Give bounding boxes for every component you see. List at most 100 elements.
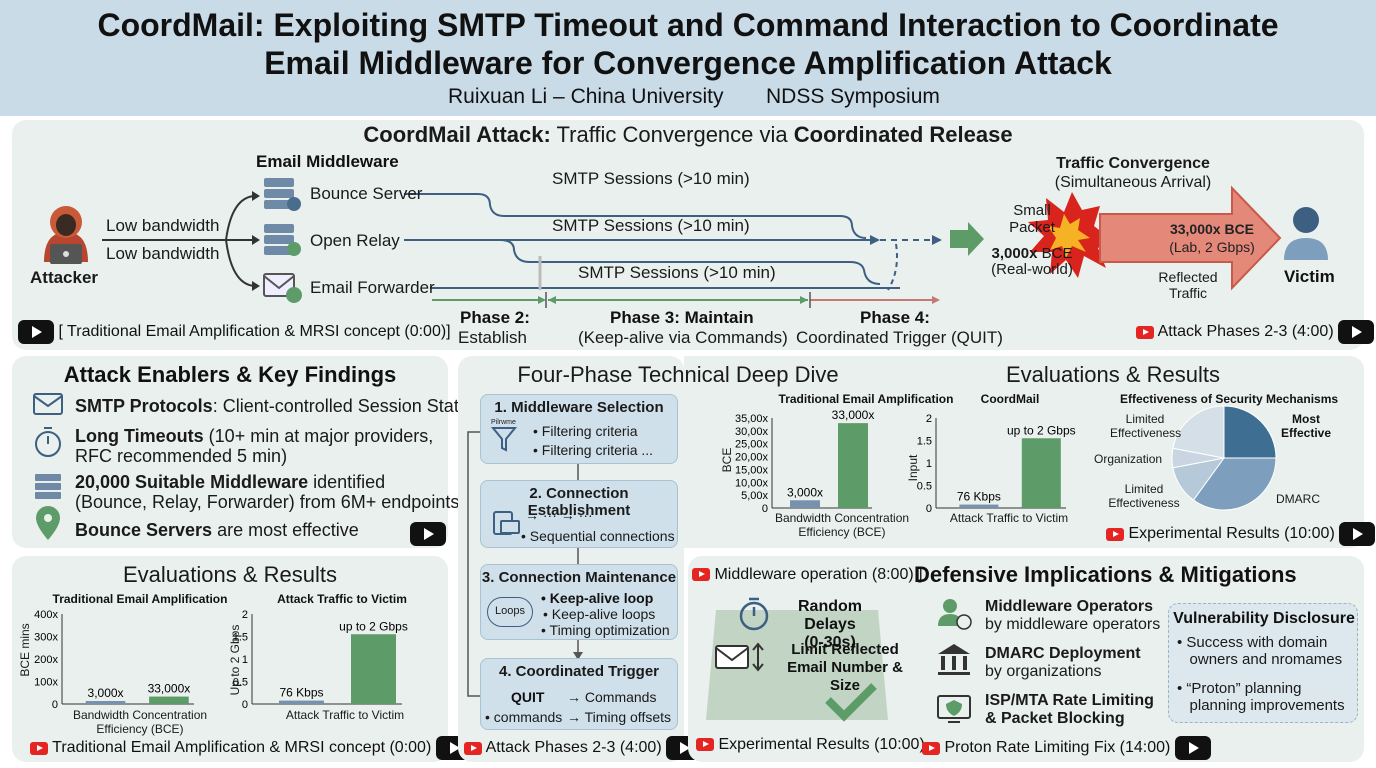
session-label-2: SMTP Sessions (>10 min) bbox=[552, 216, 750, 235]
stopwatch-icon bbox=[739, 597, 769, 631]
eval-left-chart1-title: Traditional Email Amplification bbox=[52, 592, 228, 606]
defense-video-link-results[interactable]: Experimental Results (10:00) bbox=[696, 736, 925, 754]
low-bandwidth-label-1: Low bandwidth bbox=[106, 216, 220, 235]
deepdive-title: Four-Phase Technical Deep Dive bbox=[517, 362, 839, 387]
enablers-video-button[interactable] bbox=[410, 522, 446, 546]
y-tick-label: 200x bbox=[34, 654, 58, 666]
pie-label-dmarc: DMARC bbox=[1276, 492, 1320, 506]
phase4-sub: Coordinated Trigger (QUIT) bbox=[796, 328, 1003, 347]
bar bbox=[149, 696, 189, 704]
pie-label-organization: Organization bbox=[1094, 452, 1163, 466]
data-label: 33,000x bbox=[148, 682, 191, 696]
y-tick-label: 2 bbox=[242, 609, 248, 621]
bce-lab-label: 33,000x BCE (Lab, 2 Gbps) bbox=[1169, 221, 1255, 255]
y-tick-label: 300x bbox=[34, 632, 58, 644]
youtube-icon bbox=[1339, 522, 1376, 546]
eval-right-video-link[interactable]: Experimental Results (10:00) bbox=[1106, 522, 1376, 546]
bank-icon bbox=[938, 644, 970, 675]
video-link-phases[interactable]: Attack Phases 2-3 (4:00) bbox=[1136, 320, 1375, 344]
bce-real-world: 3,000x BCE (Real-world) bbox=[991, 245, 1073, 278]
deepdive-video-link[interactable]: Attack Phases 2-3 (4:00) bbox=[464, 736, 703, 760]
bar bbox=[279, 700, 324, 704]
document-icon bbox=[493, 511, 520, 535]
mitigation-rate-limit: ISP/MTA Rate Limiting & Packet Blocking bbox=[985, 692, 1154, 727]
y-tick-label: 0 bbox=[926, 503, 932, 515]
data-label: up to 2 Gbps bbox=[1007, 423, 1076, 437]
low-bandwidth-label-2: Low bandwidth bbox=[106, 244, 220, 263]
venue: NDSS Symposium bbox=[766, 85, 940, 108]
y-tick-label: 30,00x bbox=[735, 426, 769, 438]
envelope-icon bbox=[33, 393, 63, 415]
filter-icon: Pilrwme bbox=[491, 419, 517, 452]
reflected-label: Reflected Traffic bbox=[1158, 269, 1218, 301]
defense-video-link-top[interactable]: Middleware operation (8:00) ] bbox=[692, 566, 923, 584]
youtube-icon bbox=[922, 741, 940, 755]
defense-video-link-proton[interactable]: Proton Rate Limiting Fix (14:00) bbox=[922, 736, 1211, 760]
eval-left-chart2-xlabel: Attack Traffic to Victim bbox=[285, 708, 405, 722]
youtube-icon bbox=[18, 320, 54, 344]
youtube-icon bbox=[696, 738, 714, 752]
y-tick-label: 0.5 bbox=[917, 481, 932, 493]
phase2-label: Phase 2: bbox=[460, 308, 530, 327]
y-tick-label: 20,00x bbox=[735, 452, 769, 464]
pie-label-most-effective: Most Effective bbox=[1280, 412, 1332, 440]
enablers-title: Attack Enablers & Key Findings bbox=[63, 362, 397, 387]
open-relay-icon bbox=[264, 224, 301, 256]
bar bbox=[1021, 438, 1061, 508]
convergence-label: Traffic Convergence (Simultaneous Arrival… bbox=[1054, 155, 1212, 191]
bar bbox=[838, 423, 868, 508]
small-packet-label: Small Packet bbox=[1009, 202, 1055, 236]
y-tick-label: 0 bbox=[52, 699, 58, 711]
data-label: 3,000x bbox=[787, 485, 823, 499]
y-tick-label: 25,00x bbox=[735, 439, 769, 451]
small-packet-arrow bbox=[950, 222, 984, 256]
email-forwarder-icon bbox=[263, 273, 302, 303]
mitigation-operators: Middleware Operators by middleware operat… bbox=[985, 598, 1161, 633]
y-tick-label: 5,00x bbox=[741, 490, 768, 502]
attacker-label: Attacker bbox=[30, 268, 99, 287]
pie-slice bbox=[1172, 405, 1225, 459]
defense-graphic bbox=[706, 597, 888, 722]
youtube-icon bbox=[30, 741, 48, 755]
middleware-heading: Email Middleware bbox=[256, 152, 399, 171]
youtube-icon bbox=[692, 568, 710, 582]
y-tick-label: 0 bbox=[762, 503, 768, 515]
eval-right-title: Evaluations & Results bbox=[1006, 362, 1220, 387]
limit-reflected: Limit Reflected Email Number & Size bbox=[787, 641, 903, 694]
phase3-label: Phase 3: Maintain bbox=[610, 308, 754, 327]
y-tick-label: 1 bbox=[926, 458, 932, 470]
finding-timeouts: Long Timeouts (10+ min at major provider… bbox=[75, 426, 434, 466]
y-tick-label: 0 bbox=[242, 699, 248, 711]
y-tick-label: 35,00x bbox=[735, 413, 769, 425]
y-tick-label: 2 bbox=[926, 413, 932, 425]
bounce-server-icon bbox=[264, 178, 301, 211]
phase2-sub: Establish bbox=[458, 328, 527, 347]
eval-right-chart1-title: Traditional Email Amplification bbox=[778, 392, 954, 406]
data-label: 3,000x bbox=[88, 686, 124, 700]
data-label: 76 Kbps bbox=[279, 686, 323, 700]
stopwatch-icon bbox=[35, 427, 61, 457]
y-tick-label: 100x bbox=[34, 677, 58, 689]
video-link-intro[interactable]: [ Traditional Email Amplification & MRSI… bbox=[18, 320, 451, 344]
pie-label-limited-2: Limited Effectiveness bbox=[1108, 482, 1180, 510]
eval-left-chart1-xlabel: Bandwidth Concentration Efficiency (BCE) bbox=[72, 708, 208, 736]
data-label: 33,000x bbox=[832, 408, 875, 422]
finding-smtp: SMTP Protocols: Client-controlled Sessio… bbox=[75, 396, 469, 416]
eval-right-chart1-xlabel: Bandwidth Concentration Efficiency (BCE) bbox=[774, 511, 910, 539]
phase3-box: 3. Connection Maintenance Loops • Keep-a… bbox=[480, 564, 678, 640]
shield-monitor-icon bbox=[937, 695, 971, 723]
bounce-server-label: Bounce Server bbox=[310, 184, 423, 203]
y-tick-label: 400x bbox=[34, 609, 58, 621]
attack-title: CoordMail Attack: Traffic Convergence vi… bbox=[363, 122, 1013, 147]
finding-middleware: 20,000 Suitable Middleware identified (Bo… bbox=[75, 472, 460, 512]
y-tick-label: 0.5 bbox=[233, 677, 248, 689]
youtube-icon bbox=[1106, 527, 1124, 541]
pie-label-limited-1: Limited Effectiveness bbox=[1110, 412, 1182, 440]
session-label-1: SMTP Sessions (>10 min) bbox=[552, 169, 750, 188]
eval-left-video-link[interactable]: Traditional Email Amplification & MRSI c… bbox=[30, 736, 472, 760]
eval-left-title: Evaluations & Results bbox=[123, 562, 337, 587]
bar bbox=[959, 504, 999, 508]
checkmark-icon bbox=[825, 683, 877, 722]
y-tick-label: 1 bbox=[242, 654, 248, 666]
phase3-sub: (Keep-alive via Commands) bbox=[578, 328, 788, 347]
